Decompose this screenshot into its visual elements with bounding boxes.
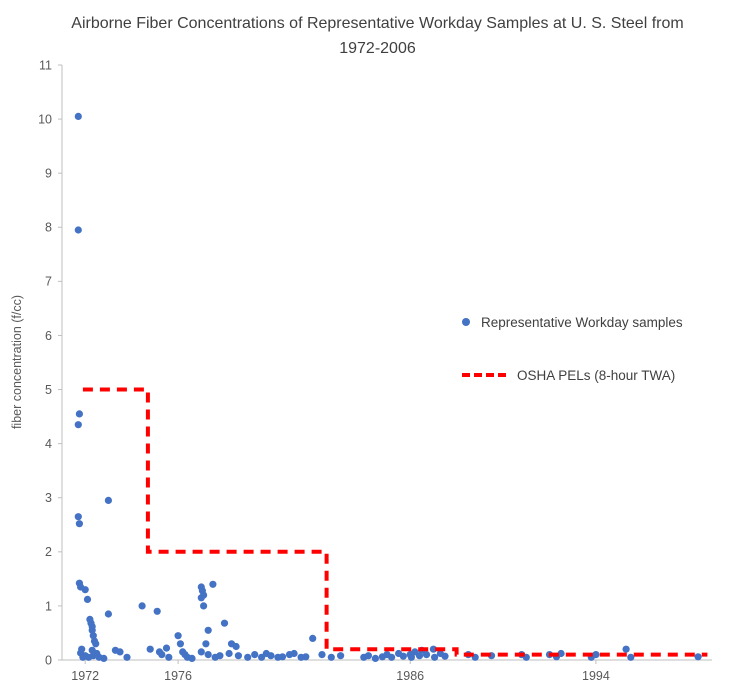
scatter-point — [371, 654, 379, 663]
y-tick-label: 0 — [45, 653, 52, 667]
scatter-point — [302, 653, 310, 661]
scatter-point — [158, 651, 166, 659]
scatter-point — [197, 594, 205, 602]
scatter-point — [204, 651, 212, 659]
scatter-point — [309, 634, 317, 643]
scatter-point — [557, 649, 565, 658]
scatter-point — [89, 652, 97, 660]
scatter-point — [278, 653, 287, 661]
osha-pel-step-line — [82, 387, 708, 657]
scatter-marker-icon — [462, 318, 470, 326]
scatter-point — [204, 626, 212, 634]
legend-item-osha-pel: OSHA PELs (8-hour TWA) — [462, 363, 683, 387]
scatter-point — [100, 654, 108, 663]
scatter-point — [244, 653, 252, 661]
scatter-point — [267, 652, 275, 660]
scatter-point — [174, 632, 182, 640]
scatter-point — [251, 651, 259, 659]
chart-title: Airborne Fiber Concentrations of Represe… — [71, 15, 684, 57]
y-tick-label: 10 — [38, 112, 52, 126]
scatter-point — [75, 410, 83, 418]
scatter-point — [337, 652, 345, 660]
scatter-point — [165, 653, 173, 661]
scatter-point — [92, 640, 100, 648]
y-tick-label: 5 — [45, 383, 52, 397]
scatter-point — [123, 653, 131, 661]
scatter-point — [627, 653, 635, 661]
legend-label-osha-pel: OSHA PELs (8-hour TWA) — [517, 367, 676, 383]
scatter-point — [176, 640, 184, 648]
scatter-point — [399, 652, 407, 660]
scatter-point — [104, 496, 112, 504]
legend-label-samples: Representative Workday samples — [481, 314, 683, 330]
y-tick-label: 11 — [39, 58, 52, 72]
y-tick-label: 9 — [45, 167, 52, 181]
scatter-point — [290, 649, 298, 658]
scatter-point — [216, 652, 224, 660]
scatter-point — [75, 520, 83, 528]
scatter-point — [197, 648, 205, 656]
scatter-point — [364, 652, 372, 660]
scatter-point — [592, 651, 600, 659]
scatter-point — [78, 645, 86, 653]
dashed-line-icon — [462, 373, 506, 377]
scatter-point — [162, 644, 171, 652]
scatter-point — [138, 602, 146, 610]
scatter-point — [202, 640, 210, 648]
scatter-point — [81, 586, 89, 594]
y-tick-label: 1 — [45, 599, 52, 613]
scatter-point — [327, 653, 335, 661]
scatter-point — [74, 421, 82, 429]
y-tick-label: 4 — [45, 437, 52, 451]
y-tick-label: 8 — [45, 221, 52, 235]
scatter-point — [83, 595, 92, 604]
scatter-point — [225, 649, 233, 658]
scatter-point — [694, 653, 702, 661]
scatter-point — [441, 652, 449, 660]
x-tick-label: 1976 — [164, 669, 192, 683]
scatter-point — [74, 112, 82, 120]
scatter-point — [388, 653, 396, 661]
legend-item-samples: Representative Workday samples — [462, 310, 683, 334]
scatter-point — [74, 226, 82, 234]
x-tick-label: 1986 — [396, 669, 424, 683]
scatter-point — [200, 602, 208, 610]
scatter-point — [153, 607, 161, 615]
y-tick-label: 6 — [45, 329, 52, 343]
scatter-point — [318, 651, 326, 659]
scatter-point — [234, 652, 242, 660]
scatter-point — [74, 513, 82, 521]
x-tick-label: 1972 — [71, 669, 99, 683]
scatter-point — [220, 619, 229, 627]
scatter-point — [431, 653, 439, 661]
scatter-point — [422, 651, 431, 659]
scatter-point — [209, 580, 217, 588]
legend: Representative Workday samples OSHA PELs… — [462, 310, 683, 416]
y-tick-label: 3 — [45, 491, 52, 505]
scatter-point — [116, 648, 124, 656]
scatter-point — [232, 642, 240, 651]
scatter-point — [89, 632, 97, 640]
x-tick-label: 1994 — [582, 669, 610, 683]
scatter-point — [415, 652, 424, 660]
scatter-point — [407, 653, 415, 661]
scatter-point — [188, 654, 196, 663]
scatter-point — [622, 645, 630, 653]
scatter-point — [88, 626, 96, 634]
scatter-point — [146, 645, 154, 653]
y-tick-label: 2 — [45, 545, 52, 559]
scatter-point — [104, 610, 112, 618]
y-tick-label: 7 — [45, 275, 52, 289]
